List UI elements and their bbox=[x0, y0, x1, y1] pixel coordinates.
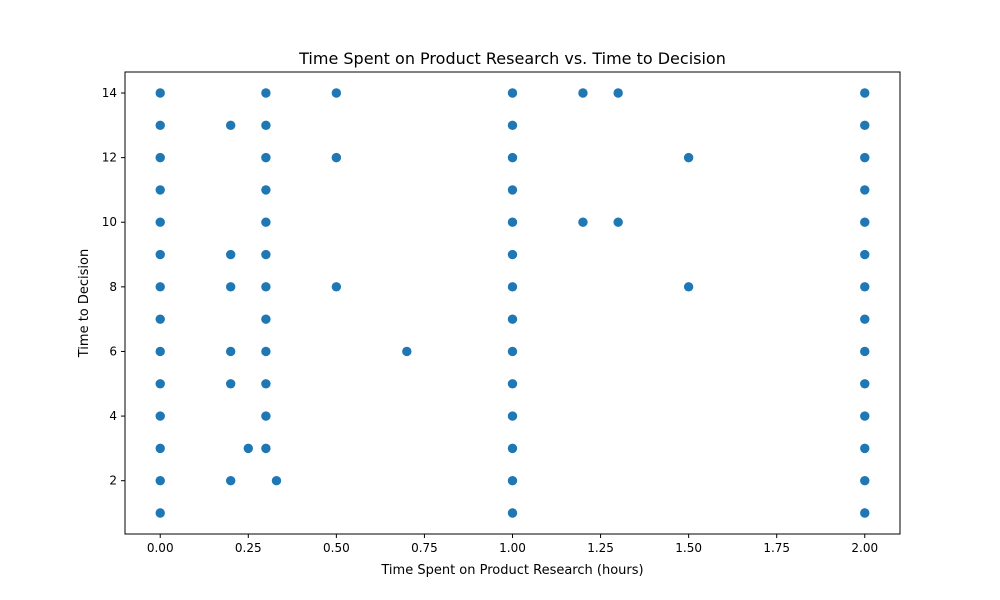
data-point bbox=[860, 88, 870, 98]
data-point bbox=[155, 249, 165, 260]
data-point bbox=[860, 379, 870, 389]
data-point bbox=[507, 443, 518, 454]
data-point bbox=[507, 282, 518, 292]
data-point bbox=[225, 120, 236, 131]
data-point bbox=[261, 282, 271, 292]
data-point bbox=[507, 88, 518, 98]
data-point bbox=[507, 217, 518, 227]
x-tick-label: 1.50 bbox=[675, 541, 702, 555]
data-point bbox=[860, 508, 870, 518]
data-point bbox=[155, 185, 165, 195]
data-point bbox=[243, 443, 253, 454]
data-point bbox=[507, 346, 518, 357]
data-point bbox=[507, 411, 518, 421]
y-tick-label: 8 bbox=[109, 280, 117, 294]
data-point bbox=[331, 88, 342, 98]
y-axis-label: Time to Decision bbox=[77, 249, 92, 358]
data-point bbox=[261, 346, 271, 357]
data-point bbox=[507, 120, 518, 131]
data-point bbox=[261, 185, 271, 195]
data-point bbox=[155, 88, 165, 98]
data-point bbox=[507, 152, 518, 163]
data-point bbox=[860, 120, 870, 131]
data-point bbox=[155, 217, 165, 227]
data-point bbox=[860, 314, 870, 324]
data-point bbox=[225, 475, 236, 486]
data-point bbox=[860, 185, 870, 195]
data-point bbox=[683, 152, 694, 163]
data-point bbox=[155, 475, 165, 486]
data-point bbox=[613, 88, 623, 98]
data-point bbox=[331, 152, 342, 163]
x-tick-label: 0.25 bbox=[235, 541, 262, 555]
data-point bbox=[507, 185, 518, 195]
x-tick-label: 1.25 bbox=[587, 541, 614, 555]
x-axis-label: Time Spent on Product Research (hours) bbox=[380, 563, 643, 578]
data-point bbox=[261, 443, 271, 454]
y-tick-label: 14 bbox=[102, 86, 117, 100]
x-tick-label: 0.50 bbox=[323, 541, 350, 555]
x-tick-label: 1.00 bbox=[499, 541, 526, 555]
data-point bbox=[261, 411, 271, 421]
data-point bbox=[860, 217, 870, 227]
data-point bbox=[860, 475, 870, 486]
data-point bbox=[507, 249, 518, 260]
data-point bbox=[261, 379, 271, 389]
data-point bbox=[155, 282, 165, 292]
chart-title: Time Spent on Product Research vs. Time … bbox=[298, 49, 726, 68]
data-point bbox=[261, 88, 271, 98]
x-tick-label: 0.00 bbox=[147, 541, 174, 555]
data-point bbox=[261, 249, 271, 260]
data-point bbox=[507, 314, 518, 324]
data-point bbox=[155, 314, 165, 324]
data-point bbox=[155, 443, 165, 454]
plot-area-frame bbox=[124, 71, 901, 535]
data-point bbox=[271, 475, 282, 486]
x-axis-ticks: 0.00 0.25 0.50 0.75 1.00 1.25 1.50 1.75 2.00 bbox=[147, 534, 878, 555]
y-tick-label: 6 bbox=[109, 344, 117, 358]
points-layer bbox=[155, 88, 870, 518]
data-point bbox=[860, 346, 870, 357]
y-tick-label: 12 bbox=[102, 151, 117, 165]
data-point bbox=[155, 120, 165, 131]
y-tick-label: 10 bbox=[102, 215, 117, 229]
x-tick-label: 1.75 bbox=[763, 541, 790, 555]
data-point bbox=[261, 152, 271, 163]
y-tick-label: 2 bbox=[109, 474, 117, 488]
data-point bbox=[155, 508, 165, 518]
data-point bbox=[683, 282, 694, 292]
data-point bbox=[155, 152, 165, 163]
y-axis-ticks: 2 4 6 8 10 12 14 bbox=[102, 86, 125, 488]
data-point bbox=[860, 443, 870, 454]
data-point bbox=[613, 217, 623, 227]
data-point bbox=[860, 249, 870, 260]
data-point bbox=[261, 217, 271, 227]
data-point bbox=[155, 346, 165, 357]
data-point bbox=[225, 379, 236, 389]
data-point bbox=[225, 249, 236, 260]
x-tick-label: 2.00 bbox=[851, 541, 878, 555]
data-point bbox=[331, 282, 342, 292]
data-point bbox=[225, 346, 236, 357]
data-point bbox=[507, 475, 518, 486]
data-point bbox=[261, 314, 271, 324]
data-point bbox=[507, 379, 518, 389]
data-point bbox=[225, 282, 236, 292]
data-point bbox=[155, 411, 165, 421]
y-tick-label: 4 bbox=[109, 409, 117, 423]
data-point bbox=[402, 346, 412, 357]
data-point bbox=[507, 508, 518, 518]
data-point bbox=[578, 88, 588, 98]
x-tick-label: 0.75 bbox=[411, 541, 438, 555]
data-point bbox=[860, 282, 870, 292]
data-point bbox=[860, 411, 870, 421]
data-point bbox=[261, 120, 271, 131]
data-point bbox=[578, 217, 588, 227]
data-point bbox=[860, 152, 870, 163]
data-point bbox=[155, 379, 165, 389]
